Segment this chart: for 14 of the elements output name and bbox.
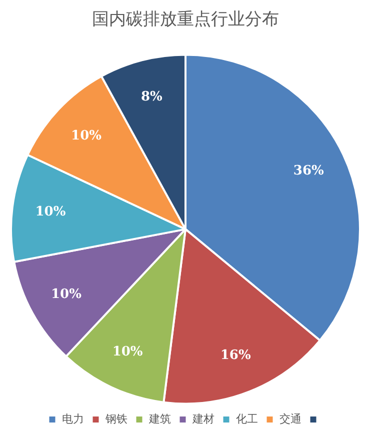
data-label: 8% [140,90,163,105]
legend-label: 建材 [191,412,214,426]
legend-label: 电力 [62,412,84,426]
legend-label: 化工 [236,412,258,426]
data-label: 10% [51,287,82,302]
data-label: 16% [220,348,252,364]
chart-title: 国内碳排放重点行业分布 [92,10,279,30]
legend-label: 建筑 [148,412,171,426]
data-label: 36% [293,164,325,179]
legend-label: 交通 [279,412,302,426]
data-label: 10% [71,128,102,144]
data-label: 10% [112,344,144,360]
data-label: 10% [35,204,66,220]
legend-label: 钢铁 [104,412,128,426]
